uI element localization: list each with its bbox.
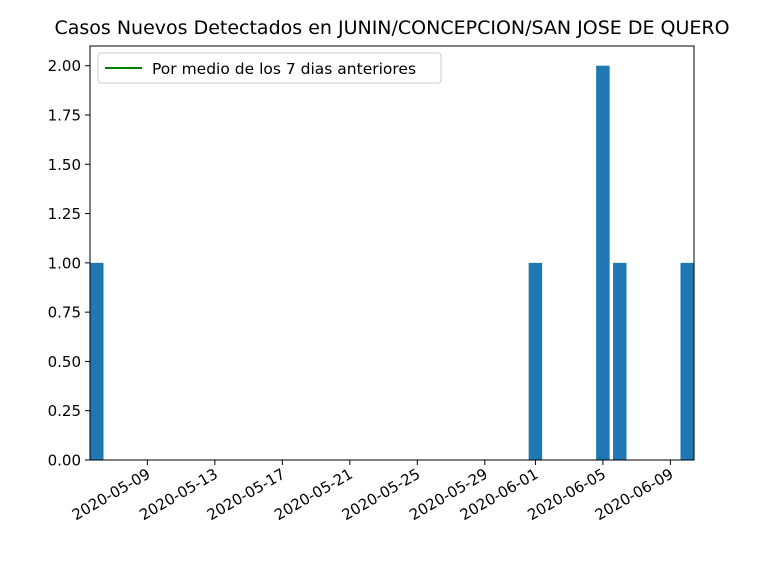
bar <box>596 65 610 460</box>
y-tick-label: 1.75 <box>48 107 81 125</box>
bar <box>90 262 104 460</box>
chart-title: Casos Nuevos Detectados en JUNIN/CONCEPC… <box>54 17 729 39</box>
y-tick-label: 0.50 <box>48 353 81 371</box>
y-tick-label: 1.50 <box>48 156 81 174</box>
legend: Por medio de los 7 dias anteriores <box>97 52 442 84</box>
bar <box>613 262 627 460</box>
plot-area: 0.000.250.500.751.001.251.501.752.002020… <box>48 45 695 524</box>
y-tick-label: 1.00 <box>48 254 81 272</box>
bar-group <box>90 65 694 460</box>
axes-frame <box>89 45 695 461</box>
y-tick-label: 2.00 <box>48 57 81 75</box>
bar <box>528 262 543 460</box>
y-tick-label: 0.25 <box>48 402 81 420</box>
legend-box <box>97 52 442 84</box>
bar <box>680 262 694 460</box>
legend-label: Por medio de los 7 dias anteriores <box>152 60 416 78</box>
y-tick-label: 1.25 <box>48 205 81 223</box>
y-tick-label: 0.00 <box>48 452 81 470</box>
y-tick-label: 0.75 <box>48 304 81 322</box>
